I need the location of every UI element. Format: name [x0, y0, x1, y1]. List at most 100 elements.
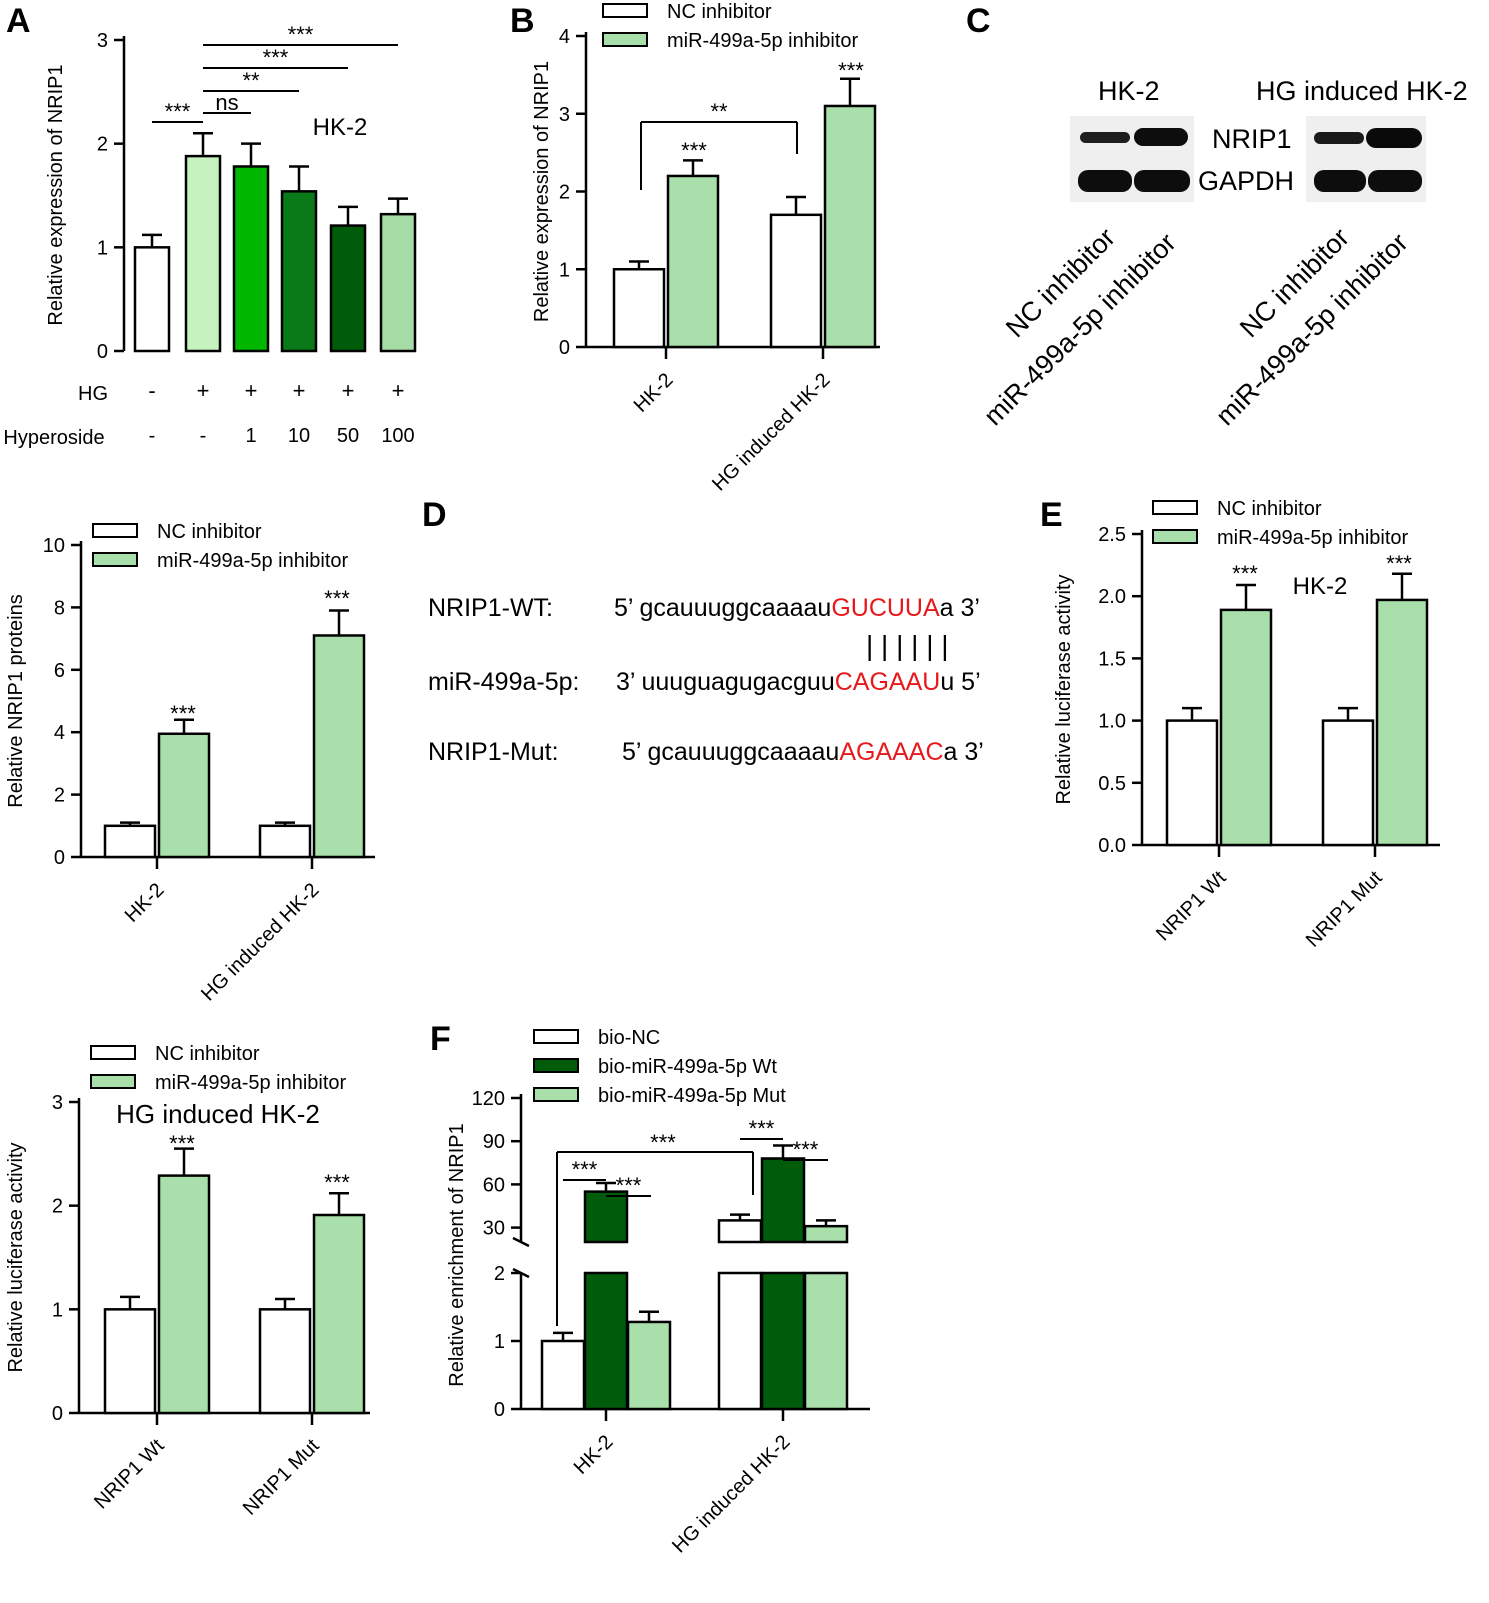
chart-f-x-tick-label: HG induced HK-2	[668, 1431, 794, 1557]
chart-f-bar-0-2-bar	[626, 1320, 672, 1411]
chart-e2-y-tick-label: 3	[52, 1092, 63, 1114]
chart-f-y-tick-label: 2	[494, 1263, 505, 1285]
chart-b-x-tick-label: HK-2	[630, 369, 678, 417]
chart-e-y-tick-label: 0.5	[1098, 773, 1126, 795]
band-nrip1-mir-hg	[1366, 128, 1422, 148]
panel-label-f: F	[430, 1020, 451, 1058]
chart-a-hg-value: +	[245, 378, 258, 403]
chart-a-bar-3-bar	[280, 190, 318, 353]
chart-f-x-tick-label: HK-2	[570, 1431, 618, 1479]
chart-b-x-tick-label: HG induced HK-2	[708, 369, 834, 495]
chart-c2-bar-1-0-bar	[258, 824, 312, 859]
chart-f-axis-break-upper	[512, 1236, 530, 1248]
chart-f-bar-1-1-lower	[760, 1271, 806, 1411]
chart-b-y-label: Relative expression of NRIP1	[531, 61, 553, 322]
mut-label: NRIP1-Mut:	[428, 738, 559, 766]
chart-f-y-tick-label: 0	[494, 1399, 505, 1421]
chart-a-row-label-hyperoside: Hyperoside	[3, 427, 104, 449]
chart-e2-y-tick-label: 2	[52, 1196, 63, 1218]
chart-f-y-tick-label: 30	[483, 1218, 505, 1240]
chart-a-hg-value: +	[197, 378, 210, 403]
mir-seq-seed: CAGAAU	[834, 668, 941, 696]
chart-e2-x-tick-label: NRIP1 Wt	[90, 1435, 169, 1514]
chart-b-sig-2: **	[710, 99, 728, 124]
chart-e-legend-swatch	[1152, 500, 1198, 515]
chart-c2-legend-label: miR-499a-5p inhibitor	[157, 550, 349, 572]
chart-b-y-tick-label: 1	[559, 259, 570, 281]
chart-b-sig-1: ***	[838, 58, 864, 83]
chart-f-y-tick-label: 90	[483, 1131, 505, 1153]
chart-e2-legend-label: NC inhibitor	[155, 1043, 260, 1065]
chart-e2-bar-1-1-bar	[312, 1213, 366, 1415]
chart-c2-bar-1-1-bar	[312, 634, 366, 859]
chart-e-bar-1-0-bar	[1321, 719, 1375, 847]
chart-f-bar-0-1-lower	[583, 1271, 629, 1411]
chart-c2-sig-0: ***	[170, 701, 196, 726]
chart-f-legend-swatch	[533, 1058, 579, 1073]
chart-b-y-tick-label: 2	[559, 182, 570, 204]
chart-e-annotation: HK-2	[1293, 573, 1348, 600]
chart-c2-sig-1: ***	[324, 586, 350, 611]
chart-f-bar-1-1-upper	[760, 1157, 806, 1244]
chart-e-bar-0-0-bar	[1165, 719, 1219, 847]
chart-e2-x-tick-label: NRIP1 Mut	[239, 1435, 324, 1520]
wt-sequence: 5’ gcauuuggcaaaauGUCUUAa 3’	[614, 594, 980, 623]
blot-image-left	[1070, 116, 1194, 202]
chart-a-sig-1-sig-star: ns	[215, 90, 238, 115]
chart-f-legend-label: bio-NC	[598, 1027, 660, 1049]
chart-f-bar-0-1-upper	[583, 1190, 629, 1244]
chart-e-y-tick-label: 1.0	[1098, 711, 1126, 733]
chart-c2-x-tick-label: HK-2	[121, 879, 169, 927]
wt-seq-prefix: 5’ gcauuuggcaaaau	[614, 594, 832, 622]
blot-label-nrip1: NRIP1	[1212, 124, 1292, 154]
band-gapdh-nc	[1078, 170, 1132, 192]
chart-f-bar-1-0-lower	[717, 1271, 763, 1411]
chart-e2-bar-1-0-bar	[258, 1308, 312, 1415]
chart-e-y-tick-label: 2.5	[1098, 524, 1126, 546]
chart-f-legend-swatch	[533, 1029, 579, 1044]
chart-e-legend-swatch	[1152, 529, 1198, 544]
chart-b-y-tick-label: 0	[559, 337, 570, 359]
chart-e2-legend-label: miR-499a-5p inhibitor	[155, 1072, 347, 1094]
chart-e-y-tick-label: 0.0	[1098, 835, 1126, 857]
chart-a-bar-4-bar	[329, 224, 367, 353]
chart-b-legend-swatch	[602, 32, 648, 47]
chart-c2-y-tick-label: 10	[43, 535, 65, 557]
chart-c2-bar-0-0-bar	[103, 824, 157, 859]
chart-f-bar-1-2-lower	[803, 1271, 849, 1411]
chart-a-y-tick-label: 0	[97, 341, 108, 363]
mut-seq-suffix: a 3’	[943, 738, 984, 766]
blot-title-hk2: HK-2	[1098, 76, 1160, 106]
chart-e2-sig-1: ***	[324, 1170, 350, 1195]
panel-label-b: B	[510, 2, 535, 40]
band-nrip1-nc-hg	[1314, 132, 1364, 144]
chart-c2-legend-label: NC inhibitor	[157, 521, 262, 543]
chart-a-sig-2-sig-star: **	[242, 68, 260, 93]
band-gapdh-mir	[1134, 170, 1190, 192]
band-nrip1-mir	[1134, 128, 1188, 146]
chart-a-y-tick-label: 2	[97, 134, 108, 156]
chart-f-legend-swatch	[533, 1087, 579, 1102]
chart-c2-y-tick-label: 6	[54, 660, 65, 682]
chart-a-hg-value: +	[392, 378, 405, 403]
chart-c2-y-tick-label: 2	[54, 785, 65, 807]
mir-label: miR-499a-5p:	[428, 668, 580, 696]
chart-a-sig-4-sig-star: ***	[288, 22, 314, 47]
chart-b-legend-swatch	[602, 3, 648, 18]
chart-a-sig-0-sig-star: ***	[165, 99, 191, 124]
chart-b-legend-label: NC inhibitor	[667, 1, 772, 23]
chart-f-bar-1-0-upper	[717, 1219, 763, 1244]
chart-c2-y-tick-label: 8	[54, 597, 65, 619]
chart-e-y-tick-label: 1.5	[1098, 648, 1126, 670]
panel-label-a: A	[6, 2, 31, 40]
mir-seq-prefix: 3’ uuuguagugacguu	[616, 668, 835, 696]
chart-a-bar-2-bar	[232, 165, 270, 353]
chart-e-x-tick-label: NRIP1 Wt	[1152, 867, 1231, 946]
chart-e2-y-tick-label: 1	[52, 1299, 63, 1321]
band-nrip1-nc	[1080, 132, 1130, 143]
mir-sequence: 3’ uuuguagugacguuCAGAAUu 5’	[616, 668, 981, 697]
chart-f-y-label: Relative enrichment of NRIP1	[446, 1123, 468, 1386]
chart-b-bar-0-0-bar	[612, 268, 666, 349]
chart-f-sig-1-sig-star: ***	[572, 1157, 598, 1182]
chart-c2-y-label: Relative NRIP1 proteins	[5, 594, 27, 807]
